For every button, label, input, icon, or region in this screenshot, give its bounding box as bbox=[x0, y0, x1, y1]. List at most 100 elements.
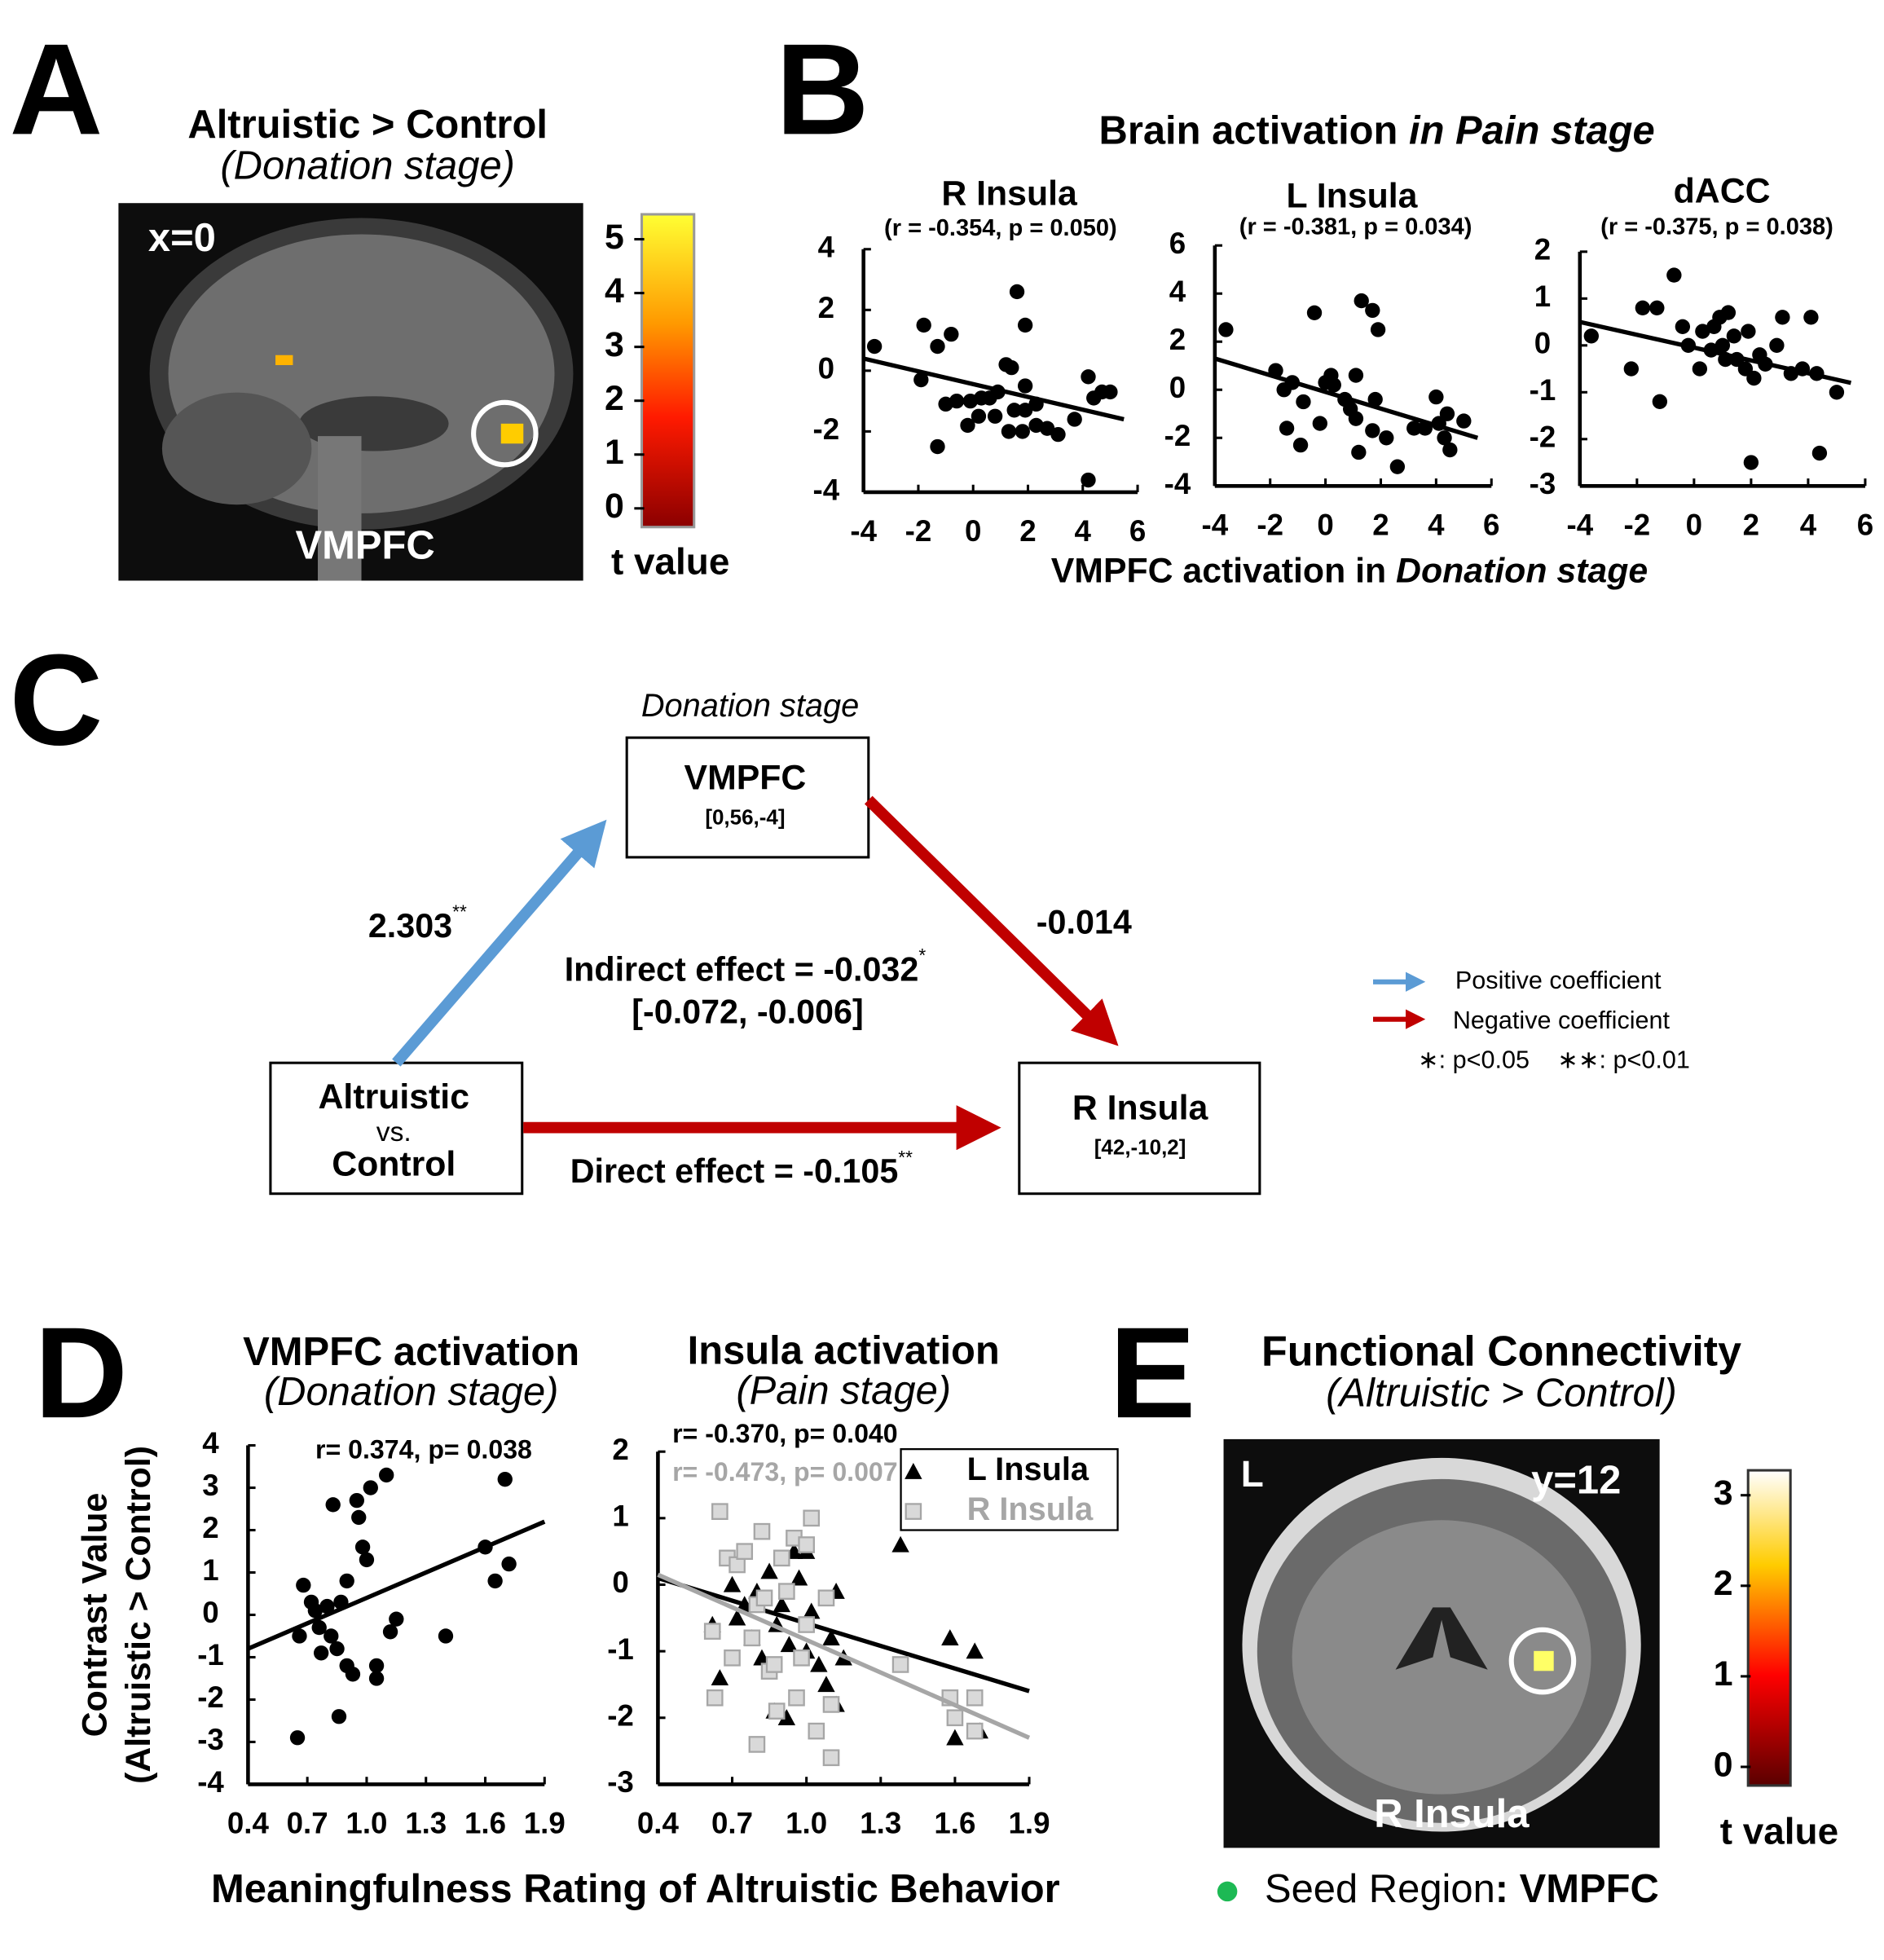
point bbox=[363, 1480, 378, 1495]
point bbox=[822, 1749, 840, 1767]
y-tick-label: -2 bbox=[1530, 420, 1556, 453]
y-tick-label: -4 bbox=[812, 473, 839, 507]
point bbox=[822, 1696, 840, 1713]
point bbox=[1692, 361, 1708, 377]
point bbox=[768, 1702, 786, 1720]
point bbox=[1746, 370, 1762, 386]
point bbox=[1103, 384, 1118, 400]
y-tick-label: 0 bbox=[818, 352, 834, 385]
seed-label-part: : VMPFC bbox=[1495, 1867, 1659, 1911]
point bbox=[329, 1641, 345, 1657]
x-tick-label: 2 bbox=[1372, 508, 1389, 541]
significance-note: ∗: p<0.05 bbox=[1418, 1046, 1530, 1074]
point bbox=[1437, 430, 1452, 446]
panel-label: C bbox=[10, 627, 103, 772]
panel-label: D bbox=[34, 1300, 128, 1445]
point bbox=[345, 1667, 361, 1682]
y-tick-label: 3 bbox=[202, 1469, 218, 1502]
point bbox=[1456, 413, 1472, 429]
node-coords: [0,56,-4] bbox=[705, 804, 785, 829]
point bbox=[810, 1655, 828, 1672]
point bbox=[1009, 284, 1025, 300]
y-tick-label: -1 bbox=[607, 1632, 634, 1666]
x-tick-label: 0.4 bbox=[227, 1807, 270, 1840]
point bbox=[1715, 337, 1731, 353]
seed-label-part: Seed Region bbox=[1265, 1867, 1495, 1911]
point bbox=[487, 1573, 503, 1589]
point bbox=[1279, 421, 1295, 436]
x-tick-label: 0.4 bbox=[637, 1807, 680, 1840]
point bbox=[1623, 361, 1640, 377]
point bbox=[1292, 437, 1309, 453]
y-tick-label: 0 bbox=[612, 1566, 628, 1599]
node-label: R Insula bbox=[1072, 1089, 1209, 1128]
point bbox=[1312, 416, 1327, 431]
point bbox=[1829, 385, 1845, 400]
legend-marker bbox=[905, 1503, 922, 1520]
arrow-positive bbox=[392, 819, 607, 1067]
chart-title: Insula activation bbox=[688, 1328, 1000, 1372]
y-tick-label: 1 bbox=[1534, 280, 1551, 313]
panel-label: E bbox=[1109, 1300, 1195, 1445]
point bbox=[706, 1689, 724, 1707]
panel-title: Brain activation in Pain stage bbox=[1099, 109, 1655, 153]
point bbox=[930, 338, 945, 355]
colorbar-tick-label: 3 bbox=[1714, 1473, 1733, 1513]
point bbox=[798, 1616, 815, 1633]
chart-subtitle: (Donation stage) bbox=[264, 1370, 559, 1414]
trend-line bbox=[1579, 319, 1852, 385]
trend-line bbox=[247, 1519, 546, 1651]
point bbox=[311, 1619, 327, 1636]
legend-label: L Insula bbox=[967, 1451, 1089, 1487]
colorbar-label: t value bbox=[611, 540, 729, 583]
coefficient-value: 2.303 bbox=[368, 907, 452, 945]
panel-subtitle: (Donation stage) bbox=[220, 143, 515, 187]
side-label: L bbox=[1241, 1452, 1264, 1495]
panel-title-part: Brain activation bbox=[1099, 109, 1409, 153]
region-label: VMPFC bbox=[296, 524, 435, 568]
point bbox=[773, 1549, 790, 1567]
y-tick-label: 2 bbox=[1169, 323, 1186, 356]
x-tick-label: 4 bbox=[1428, 508, 1445, 541]
point bbox=[389, 1611, 404, 1627]
point bbox=[1039, 421, 1055, 436]
point bbox=[1635, 300, 1651, 316]
point bbox=[803, 1509, 821, 1527]
point bbox=[368, 1671, 385, 1686]
axis-title: VMPFC activation in Donation stage bbox=[1051, 552, 1648, 591]
x-tick-label: -2 bbox=[1257, 508, 1283, 541]
point bbox=[1348, 368, 1364, 383]
trend-line bbox=[1214, 356, 1479, 440]
point bbox=[296, 1577, 311, 1593]
point bbox=[930, 438, 945, 455]
chart-title: R Insula bbox=[941, 174, 1078, 213]
x-tick-label: 0.7 bbox=[711, 1807, 753, 1840]
chart-subtitle: (r = -0.354, p = 0.050) bbox=[884, 215, 1117, 241]
point bbox=[1389, 459, 1406, 474]
y-tick-label: -1 bbox=[1530, 373, 1556, 407]
coefficient: Direct effect = -0.105** bbox=[570, 1147, 913, 1190]
panel-title-part: in Pain stage bbox=[1409, 109, 1655, 153]
point bbox=[788, 1689, 805, 1707]
y-tick-label: 4 bbox=[818, 230, 835, 263]
point bbox=[966, 1642, 984, 1659]
colorbar bbox=[1746, 1469, 1792, 1787]
point bbox=[292, 1628, 307, 1644]
point bbox=[1439, 406, 1455, 421]
y-tick-label: 2 bbox=[612, 1433, 628, 1466]
y-tick-label: -4 bbox=[197, 1765, 224, 1799]
colorbar-tick-label: 2 bbox=[1714, 1564, 1733, 1603]
y-tick-label: 2 bbox=[1534, 233, 1551, 266]
point bbox=[1081, 472, 1096, 488]
point bbox=[339, 1573, 354, 1589]
y-tick-label: -4 bbox=[1164, 467, 1191, 500]
point bbox=[711, 1503, 729, 1520]
y-tick-label: 4 bbox=[1169, 275, 1186, 308]
point bbox=[703, 1623, 721, 1640]
point bbox=[1583, 328, 1599, 344]
panel-subtitle: (Altruistic > Control) bbox=[1326, 1371, 1677, 1415]
point bbox=[1354, 293, 1369, 309]
point bbox=[913, 372, 929, 388]
brain-sagittal bbox=[118, 203, 583, 581]
point bbox=[946, 1709, 964, 1727]
